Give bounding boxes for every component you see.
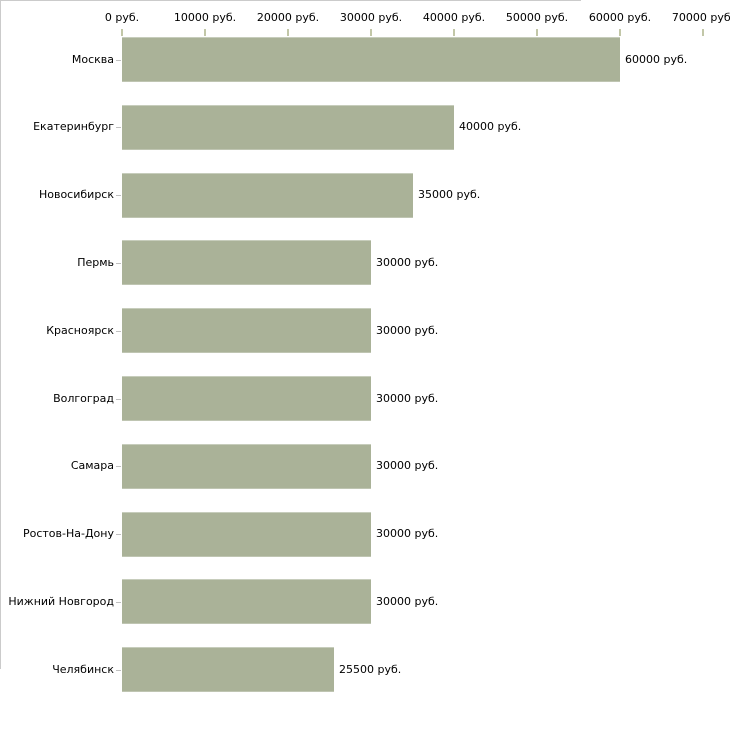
- category-label: Ростов-На-Дону: [22, 527, 114, 540]
- value-label: 40000 руб.: [459, 120, 522, 133]
- category-label: Челябинск: [52, 663, 114, 676]
- y-axis-tick: [116, 466, 121, 467]
- y-axis-tick: [116, 602, 121, 603]
- value-label: 30000 руб.: [376, 459, 439, 472]
- bar: [122, 647, 334, 692]
- x-axis-line: [0, 0, 581, 1]
- x-axis-tick: [204, 29, 206, 36]
- value-label: 30000 руб.: [376, 392, 439, 405]
- y-axis-tick: [116, 60, 121, 61]
- category-label: Новосибирск: [38, 188, 114, 201]
- category-label: Самара: [70, 459, 114, 472]
- x-axis-tick-label: 10000 руб.: [173, 11, 237, 24]
- category-label: Красноярск: [46, 324, 114, 337]
- bar: [122, 240, 371, 285]
- x-axis-tick: [536, 29, 538, 36]
- bar: [122, 512, 371, 557]
- x-axis-tick-label: 30000 руб.: [339, 11, 403, 24]
- x-axis-tick-label: 20000 руб.: [256, 11, 320, 24]
- x-axis-tick: [619, 29, 621, 36]
- x-axis-tick-label: 0 руб.: [104, 11, 140, 24]
- category-label: Екатеринбург: [33, 120, 114, 133]
- category-label: Нижний Новгород: [8, 595, 114, 608]
- value-label: 30000 руб.: [376, 595, 439, 608]
- x-axis-tick: [287, 29, 289, 36]
- category-label: Волгоград: [53, 392, 114, 405]
- x-axis-tick: [453, 29, 455, 36]
- x-axis-tick-label: 50000 руб.: [505, 11, 569, 24]
- x-axis-tick-label: 70000 руб.: [671, 11, 730, 24]
- y-axis-tick: [116, 534, 121, 535]
- category-label: Пермь: [77, 256, 114, 269]
- value-label: 25500 руб.: [339, 663, 402, 676]
- y-axis-tick: [116, 195, 121, 196]
- y-axis-tick: [116, 399, 121, 400]
- category-label: Москва: [71, 53, 114, 66]
- bar: [122, 579, 371, 624]
- x-axis-tick-label: 60000 руб.: [588, 11, 652, 24]
- value-label: 30000 руб.: [376, 256, 439, 269]
- y-axis-tick: [116, 331, 121, 332]
- x-axis-tick: [121, 29, 123, 36]
- value-label: 60000 руб.: [625, 53, 688, 66]
- value-label: 30000 руб.: [376, 324, 439, 337]
- value-label: 30000 руб.: [376, 527, 439, 540]
- bar: [122, 105, 454, 150]
- y-axis-tick: [116, 127, 121, 128]
- bar: [122, 173, 413, 218]
- y-axis-tick: [116, 670, 121, 671]
- x-axis-tick: [702, 29, 704, 36]
- bar: [122, 376, 371, 421]
- y-axis-tick: [116, 263, 121, 264]
- bar: [122, 308, 371, 353]
- value-label: 35000 руб.: [418, 188, 481, 201]
- x-axis-tick-label: 40000 руб.: [422, 11, 486, 24]
- bar: [122, 444, 371, 489]
- x-axis-tick: [370, 29, 372, 36]
- y-axis-line: [0, 1, 1, 669]
- bar: [122, 37, 620, 82]
